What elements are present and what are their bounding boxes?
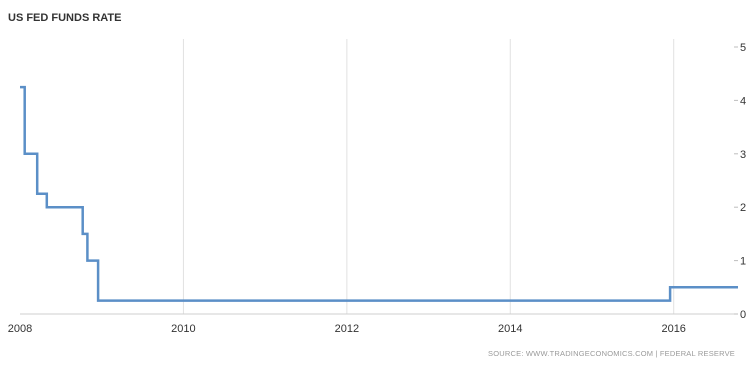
y-tick-label: 4 [740,95,746,107]
y-tick-label: 2 [740,202,746,214]
x-tick-label: 2010 [171,323,195,335]
series-line-fed-funds-rate [20,85,738,302]
y-tick-label: 1 [740,256,746,268]
x-tick-label: 2008 [8,323,32,335]
x-axis-ticks: 2008 2010 2012 2014 2016 [8,323,686,335]
chart-title: US FED FUNDS RATE [8,12,121,24]
x-tick-label: 2012 [335,323,359,335]
y-axis-ticks: 0 1 2 3 4 5 [734,42,746,321]
source-note: SOURCE: WWW.TRADINGECONOMICS.COM | FEDER… [488,349,735,358]
x-tick-label: 2016 [661,323,685,335]
grid-lines [20,39,738,315]
x-tick-label: 2014 [498,323,522,335]
y-tick-label: 3 [740,149,746,161]
series-group [20,85,738,302]
y-tick-label: 5 [740,42,746,54]
y-tick-label: 0 [740,309,746,321]
